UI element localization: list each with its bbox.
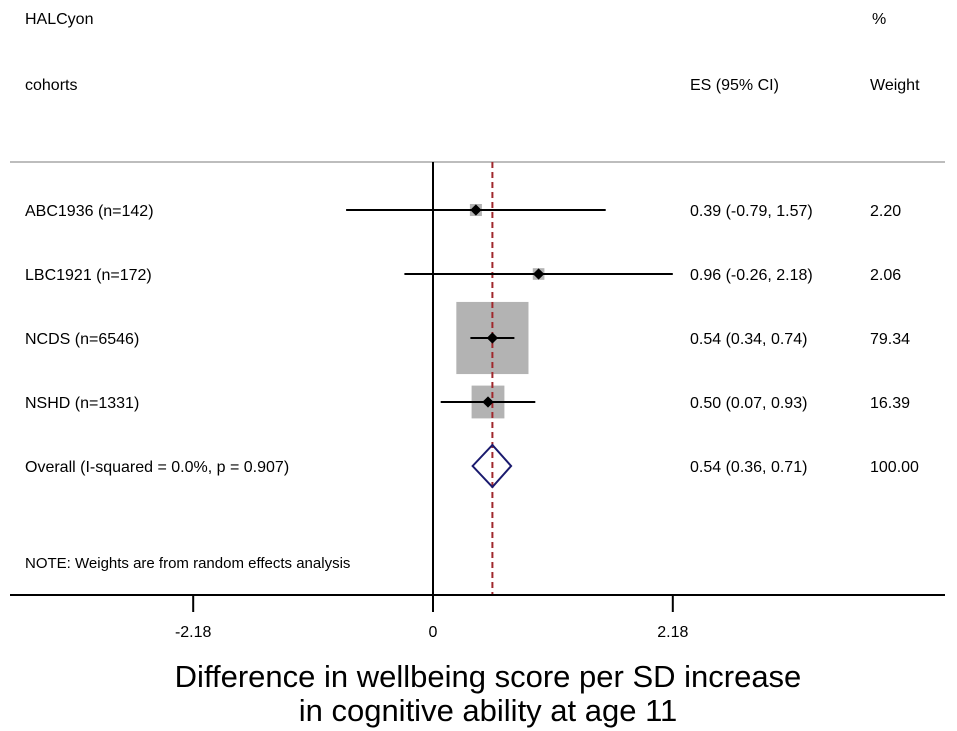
- study-label-text: NSHD (n=1331): [25, 395, 139, 412]
- study-label: HALCyon: [25, 11, 93, 28]
- effect-size-text: 0.50 (0.07, 0.93): [690, 395, 807, 412]
- study-label-text: NCDS (n=6546): [25, 331, 139, 348]
- study-marks: [346, 204, 673, 489]
- reference-lines: [432, 162, 494, 595]
- x-axis-title-line1: Difference in wellbeing score per SD inc…: [175, 659, 802, 694]
- study-label-text: LBC1921 (n=172): [25, 267, 152, 284]
- weight-header: Weight: [870, 77, 920, 94]
- es-header: ES (95% CI): [690, 77, 779, 94]
- weight-text: 100.00: [870, 459, 919, 476]
- x-tick-label: -2.18: [175, 624, 212, 641]
- row-labels: ABC1936 (n=142) 0.39 (-0.79, 1.57) 2.20 LBC…: [25, 203, 919, 476]
- x-axis-title-line2: in cognitive ability at age 11: [299, 693, 678, 728]
- weights-note: NOTE: Weights are from random effects an…: [25, 555, 350, 572]
- effect-size-text: 0.96 (-0.26, 2.18): [690, 267, 813, 284]
- study-label-text: Overall (I-squared = 0.0%, p = 0.907): [25, 459, 289, 476]
- weight-text: 2.20: [870, 203, 901, 220]
- effect-size-text: 0.54 (0.36, 0.71): [690, 459, 807, 476]
- weight-text: 2.06: [870, 267, 901, 284]
- effect-size-text: 0.54 (0.34, 0.74): [690, 331, 807, 348]
- overall-diamond: [471, 443, 513, 489]
- weight-boxes: [456, 203, 545, 419]
- x-tick-label: 0: [429, 624, 438, 641]
- weight-header-pct: %: [872, 11, 886, 28]
- weight-text: 16.39: [870, 395, 910, 412]
- point-estimate: [532, 268, 545, 280]
- point-estimate: [486, 332, 499, 344]
- point-estimate: [470, 204, 482, 216]
- x-axis-ticks: -2.18 0 2.18: [175, 595, 688, 641]
- point-estimate: [482, 396, 494, 408]
- cohorts-header: cohorts: [25, 77, 77, 94]
- x-tick-label: 2.18: [657, 624, 688, 641]
- effect-size-text: 0.39 (-0.79, 1.57): [690, 203, 813, 220]
- study-label-text: ABC1936 (n=142): [25, 203, 154, 220]
- weight-text: 79.34: [870, 331, 910, 348]
